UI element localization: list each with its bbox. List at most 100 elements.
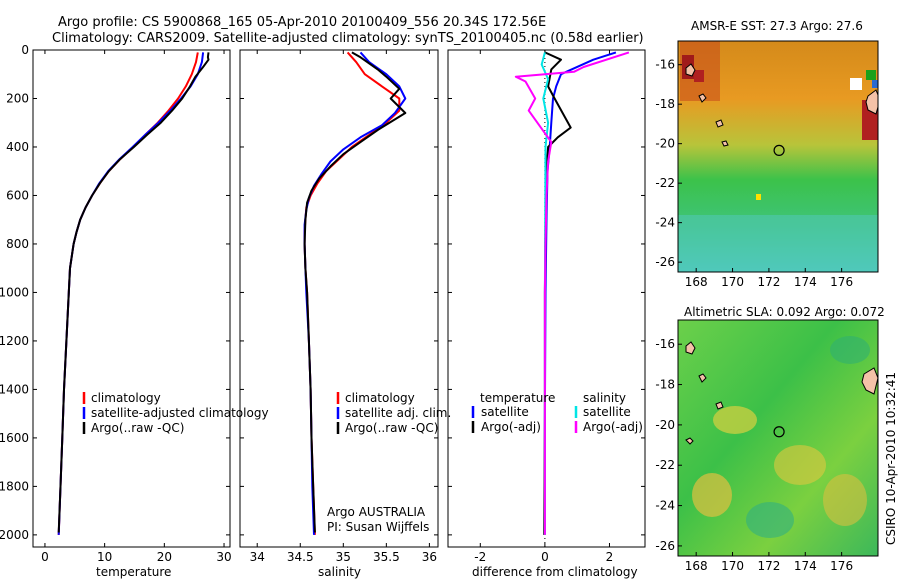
y-tick-label: 1600: [0, 431, 29, 445]
map-y-tick-label: -26: [655, 255, 675, 269]
legend-title-temperature: temperature: [480, 391, 555, 405]
sla-map-axes: 168 170 172 174 176 -16 -18 -20 -22 -24 -26: [655, 337, 853, 573]
salinity-legend: climatology satellite adj. clim. Argo(..…: [327, 391, 451, 534]
map-y-tick-label: -20: [655, 137, 675, 151]
series-line-temperature-satellite: [543, 51, 617, 535]
map-x-tick-label: 176: [830, 275, 853, 289]
sst-warm-patch: [694, 70, 704, 82]
sla-high-patch: [774, 445, 826, 485]
sla-map-title: Altimetric SLA: 0.092 Argo: 0.072: [684, 305, 885, 319]
map-y-tick-label: -16: [655, 337, 675, 351]
figure-title-line2: Climatology: CARS2009. Satellite-adjuste…: [52, 31, 644, 46]
difference-panel-frame: [447, 49, 646, 548]
map-y-tick-label: -16: [655, 58, 675, 72]
legend-label-argo: Argo(..raw -QC): [91, 421, 184, 435]
y-tick-label: 1400: [0, 382, 29, 396]
island-outline: [685, 63, 878, 147]
argo-position-marker: [773, 144, 785, 156]
map-x-tick-label: 174: [794, 275, 817, 289]
argo-position-marker: [773, 426, 785, 438]
salinity-plot: 34 34.5 35 35.5 36: [240, 49, 438, 564]
x-tick-label: -2: [474, 550, 486, 564]
x-tick-label: 20: [157, 550, 172, 564]
sst-cool-band: [678, 215, 878, 272]
legend-label-climatology: climatology: [345, 391, 415, 405]
x-tick-label: 2: [606, 550, 614, 564]
map-y-tick-label: -22: [655, 458, 675, 472]
series-line-climatology: [57, 52, 199, 535]
x-tick-label: 10: [97, 550, 112, 564]
sst-pixel-yellow: [756, 194, 761, 200]
legend-label-argo: Argo(..raw -QC): [345, 421, 438, 435]
sla-high-patch: [692, 473, 732, 517]
temperature-legend: climatology satellite-adjusted climatolo…: [82, 391, 269, 435]
sla-low-patch: [746, 502, 794, 538]
salinity-xlabel: salinity: [318, 565, 361, 579]
y-tick-label: 2000: [0, 528, 29, 542]
y-tick-label: 800: [6, 237, 29, 251]
x-tick-label: 35.5: [373, 550, 400, 564]
y-tick-label: 0: [21, 43, 29, 57]
y-tick-label: 1200: [0, 334, 29, 348]
legend-label-climatology: climatology: [91, 391, 161, 405]
island-outline: [685, 341, 878, 445]
argo-annotation-line1: Argo AUSTRALIA: [327, 505, 426, 519]
map-y-tick-label: -20: [655, 418, 675, 432]
map-y-tick-label: -22: [655, 176, 675, 190]
map-x-tick-label: 172: [757, 559, 780, 573]
map-y-tick-label: -24: [655, 499, 675, 513]
difference-plot: -2 0 2: [448, 49, 645, 564]
x-tick-label: 30: [216, 550, 231, 564]
x-tick-label: 34.5: [287, 550, 314, 564]
series-line-salinity-argo: [514, 51, 630, 535]
map-x-tick-label: 168: [685, 275, 708, 289]
y-tick-label: 1000: [0, 285, 29, 299]
map-x-tick-label: 168: [685, 559, 708, 573]
sst-map-title: AMSR-E SST: 27.3 Argo: 27.6: [691, 19, 863, 33]
x-tick-label: 0: [41, 550, 49, 564]
y-tick-label: 400: [6, 140, 29, 154]
side-timestamp-label: CSIRO 10-Apr-2010 10:32:41: [884, 372, 898, 545]
map-x-tick-label: 172: [757, 275, 780, 289]
sla-high-patch: [713, 406, 757, 434]
sla-map-frame: [677, 319, 879, 557]
map-y-tick-label: -24: [655, 216, 675, 230]
sst-map-axes: 168 170 172 174 176 -16 -18 -20 -22 -24 -26: [655, 58, 853, 289]
argo-annotation-line2: PI: Susan Wijffels: [327, 520, 429, 534]
legend-label-satellite: satellite adj. clim.: [345, 406, 451, 420]
sst-map: [678, 41, 878, 272]
temperature-plot: 0 10 20 30: [33, 49, 232, 564]
y-tick-label: 200: [6, 91, 29, 105]
difference-xlabel: difference from climatology: [472, 565, 638, 579]
depth-axis: 0 200 400 600 800 1000 1200 1400 1600 1800 2000: [0, 43, 29, 542]
difference-legend: temperature satellite Argo(-adj) salinit…: [471, 391, 643, 434]
x-tick-label: 34: [250, 550, 265, 564]
x-tick-label: 35: [336, 550, 351, 564]
salinity-panel-frame: [239, 49, 439, 548]
sla-high-patch: [823, 474, 867, 526]
legend-label-temp-satellite: satellite: [481, 405, 529, 419]
series-line-satellite: [303, 51, 407, 535]
map-y-tick-label: -18: [655, 378, 675, 392]
legend-title-salinity: salinity: [583, 391, 626, 405]
series-line-satellite: [57, 52, 205, 535]
sst-land-mask: [866, 70, 876, 80]
series-line-argo: [57, 52, 210, 533]
legend-label-temp-argo: Argo(-adj): [481, 420, 541, 434]
map-x-tick-label: 170: [721, 275, 744, 289]
y-tick-label: 1800: [0, 479, 29, 493]
map-y-tick-label: -26: [655, 539, 675, 553]
map-x-tick-label: 176: [830, 559, 853, 573]
x-tick-label: 36: [422, 550, 437, 564]
series-line-argo: [303, 51, 407, 533]
legend-label-sal-satellite: satellite: [583, 405, 631, 419]
legend-label-satellite: satellite-adjusted climatology: [91, 406, 269, 420]
temperature-panel-frame: [32, 49, 231, 548]
sla-map: [678, 320, 878, 556]
y-tick-label: 600: [6, 188, 29, 202]
sst-land-mask: [850, 78, 862, 90]
legend-label-sal-argo: Argo(-adj): [583, 420, 643, 434]
temperature-xlabel: temperature: [96, 565, 171, 579]
figure-title-line1: Argo profile: CS 5900868_165 05-Apr-2010…: [58, 15, 546, 30]
